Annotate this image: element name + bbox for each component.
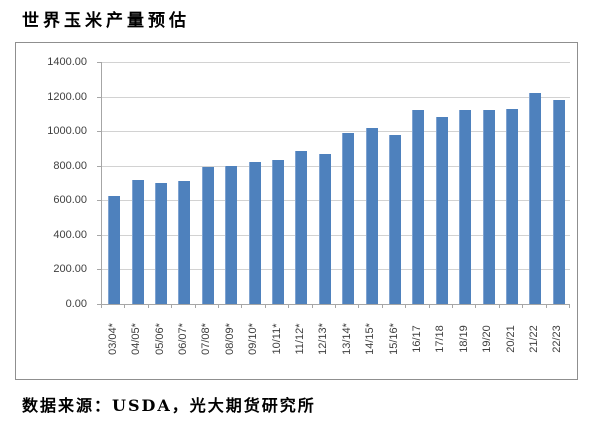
x-tick-label: 16/17 <box>410 325 423 353</box>
bar-12/13* <box>318 153 331 304</box>
x-tick-mark <box>101 304 102 308</box>
x-tick-label: 09/10* <box>247 323 260 355</box>
y-tick-label: 1400.00 <box>47 56 87 68</box>
bar-22/23 <box>552 99 565 304</box>
x-tick-mark <box>381 304 383 308</box>
x-tick-label: 08/09* <box>223 323 236 355</box>
x-tick-mark <box>475 304 477 308</box>
x-tick-mark <box>147 304 149 308</box>
x-tick-label: 14/15* <box>364 323 377 355</box>
x-tick-label: 03/04* <box>106 323 119 355</box>
x-tick-mark <box>405 304 407 308</box>
y-tick-label: 600.00 <box>53 194 87 207</box>
x-tick-label: 18/19 <box>457 325 470 353</box>
x-tick-mark <box>171 304 173 308</box>
gridline <box>102 131 570 133</box>
y-tick-label: 1200.00 <box>47 90 87 103</box>
x-tick-label: 17/18 <box>434 325 447 353</box>
bar-07/08* <box>201 166 214 304</box>
x-tick-label: 13/14* <box>340 323 353 355</box>
bar-18/19 <box>459 109 472 304</box>
gridline <box>102 96 570 98</box>
gridline <box>102 234 570 236</box>
bar-21/22 <box>529 93 542 304</box>
bar-19/20 <box>482 110 495 304</box>
y-tick-mark <box>97 131 101 133</box>
x-tick-label: 15/16* <box>387 323 400 355</box>
x-tick-mark <box>124 304 126 308</box>
bar-20/21 <box>506 109 518 304</box>
x-tick-mark <box>288 304 290 308</box>
gridline <box>102 269 570 271</box>
bar-10/11* <box>272 160 284 304</box>
y-tick-mark <box>97 304 101 305</box>
y-tick-label: 0.00 <box>65 298 87 310</box>
bar-04/05* <box>131 180 144 304</box>
x-tick-mark <box>311 304 313 308</box>
gridline <box>102 165 570 167</box>
x-tick-label: 19/20 <box>481 325 494 353</box>
x-tick-label: 20/21 <box>504 325 517 353</box>
x-tick-mark <box>241 304 243 308</box>
plot-area <box>101 62 570 305</box>
x-tick-mark <box>335 304 336 308</box>
x-tick-label: 11/12* <box>293 323 306 355</box>
y-tick-mark <box>97 62 101 63</box>
x-tick-label: 22/23 <box>551 325 564 353</box>
bar-05/06* <box>155 183 167 304</box>
bar-11/12* <box>295 151 308 304</box>
gridline <box>102 200 570 202</box>
x-tick-mark <box>194 304 196 308</box>
x-tick-label: 12/13* <box>317 323 330 355</box>
bar-15/16* <box>389 135 401 304</box>
x-tick-mark <box>428 304 430 308</box>
y-tick-mark <box>97 269 101 271</box>
bar-08/09* <box>225 165 238 304</box>
y-tick-mark <box>97 165 101 167</box>
bar-13/14* <box>342 132 355 304</box>
x-tick-label: 10/11* <box>270 323 283 355</box>
x-tick-mark <box>569 304 570 308</box>
x-tick-mark <box>218 304 219 308</box>
bar-03/04* <box>108 195 121 304</box>
bar-16/17 <box>412 109 425 304</box>
x-tick-mark <box>264 304 266 308</box>
x-tick-label: 06/07* <box>176 323 189 355</box>
bar-06/07* <box>178 180 191 304</box>
y-tick-label: 200.00 <box>53 263 87 276</box>
x-tick-label: 07/08* <box>200 323 213 355</box>
x-tick-label: 05/06* <box>153 323 166 355</box>
bar-17/18 <box>435 117 448 304</box>
gridline <box>102 62 570 63</box>
chart-title: 世界玉米产量预估 <box>22 11 190 31</box>
x-tick-mark <box>522 304 524 308</box>
y-tick-label: 800.00 <box>53 159 87 172</box>
data-source-note: 数据来源：USDA，光大期货研究所 <box>22 396 316 415</box>
x-tick-label: 21/22 <box>527 325 540 353</box>
y-tick-label: 1000.00 <box>47 125 87 138</box>
x-tick-mark <box>545 304 547 308</box>
x-tick-mark <box>452 304 453 308</box>
y-tick-mark <box>97 96 101 98</box>
bar-09/10* <box>248 161 261 304</box>
chart-frame: 0.00 200.00 400.00 600.00 800.00 1000.00 1200.… <box>15 42 578 380</box>
x-tick-mark <box>498 304 500 308</box>
bar-14/15* <box>365 127 378 304</box>
x-tick-label: 04/05* <box>130 323 143 355</box>
y-tick-mark <box>97 200 101 202</box>
y-tick-label: 400.00 <box>53 228 87 241</box>
x-tick-mark <box>358 304 360 308</box>
y-tick-mark <box>97 234 101 236</box>
